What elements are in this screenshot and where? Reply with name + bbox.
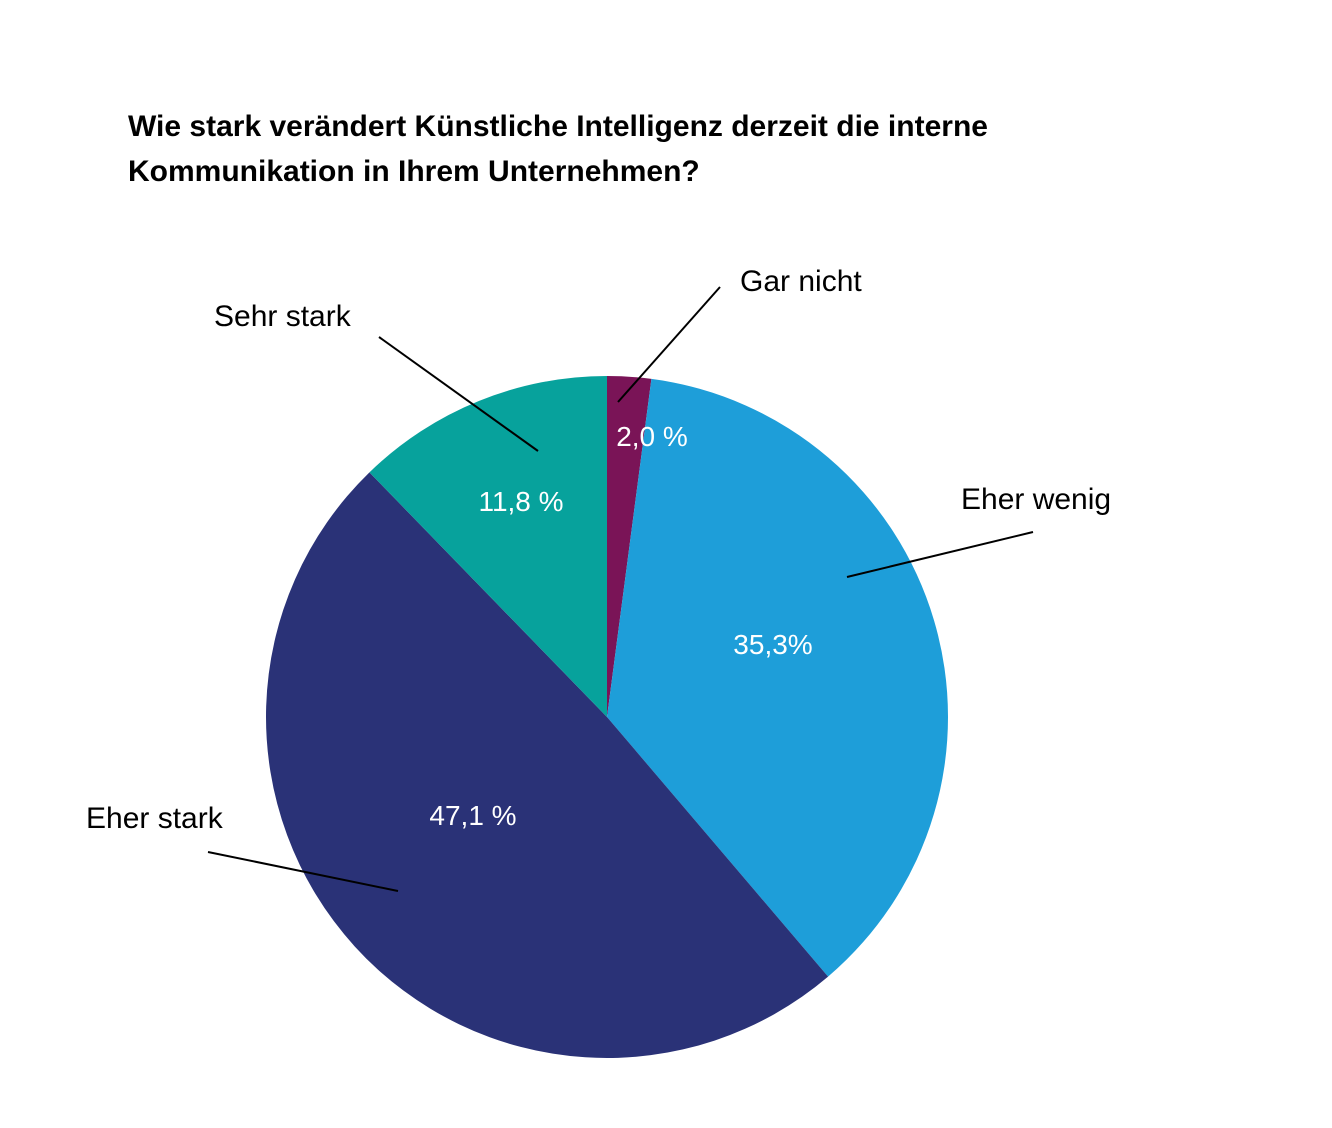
leader-line-eher-stark [207,851,399,892]
slice-labels: 2,0 % Gar nicht 35,3% Eher wenig 47,1 % Eher … [86,265,1111,835]
chart-title: Wie stark verändert Künstliche Intellige… [128,104,1228,194]
category-label-sehr-stark: Sehr stark [214,300,352,333]
value-label-eher-wenig: 35,3% [733,629,812,660]
leader-lines [207,286,1034,892]
pie-slice-eher-wenig [607,378,949,977]
pie-slice-gar-nicht [607,376,652,717]
pie-slices [265,376,949,1059]
category-label-eher-stark: Eher stark [86,802,224,835]
value-label-eher-stark: 47,1 % [429,800,516,831]
category-label-gar-nicht: Gar nicht [740,265,862,298]
leader-line-gar-nicht [617,286,721,403]
category-label-eher-wenig: Eher wenig [961,483,1111,516]
chart-title-line-1: Wie stark verändert Künstliche Intellige… [128,110,988,143]
value-label-gar-nicht: 2,0 % [616,421,688,452]
pie-slice-eher-stark [265,472,829,1059]
pie-slice-sehr-stark [369,376,607,717]
value-label-sehr-stark: 11,8 % [478,486,563,517]
leader-line-eher-wenig [846,531,1034,578]
chart-title-line-2: Kommunikation in Ihrem Unternehmen? [128,155,700,188]
leader-line-sehr-stark [378,336,539,452]
